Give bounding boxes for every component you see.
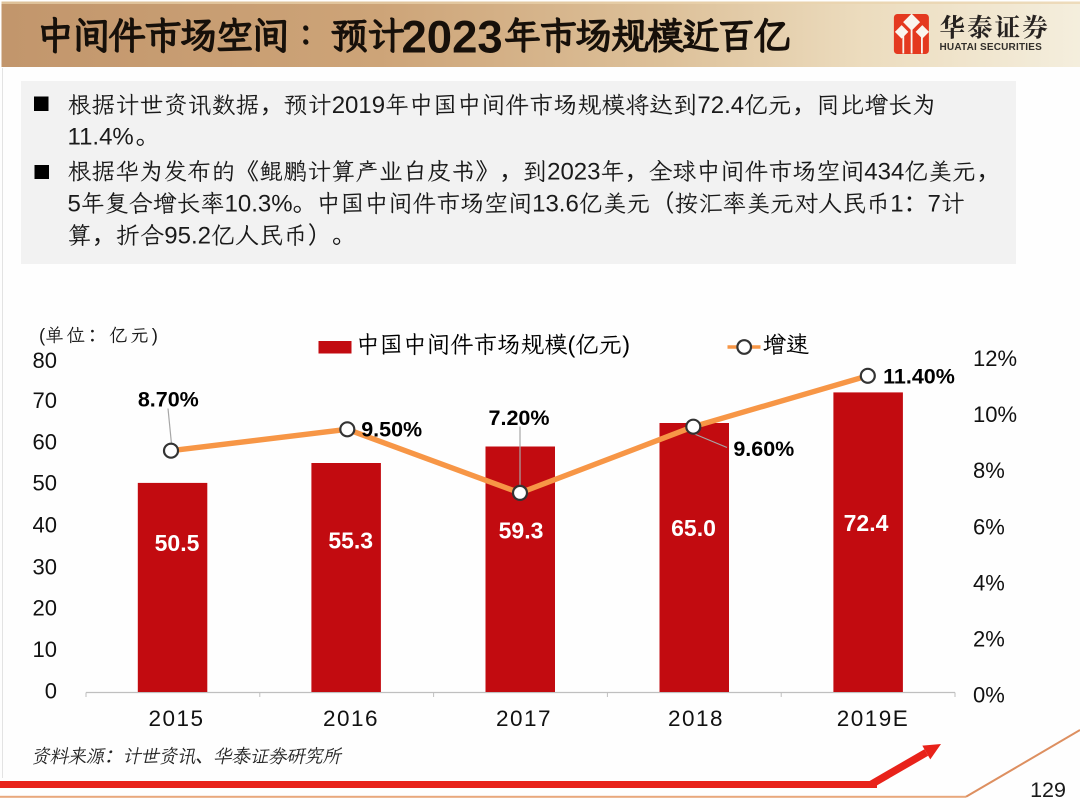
svg-text:129: 129 (1030, 778, 1066, 802)
svg-text:72.4: 72.4 (697, 92, 744, 119)
svg-text:HUATAI SECURITIES: HUATAI SECURITIES (940, 42, 1043, 53)
svg-text:20: 20 (33, 596, 57, 621)
svg-text:2023: 2023 (547, 159, 600, 186)
svg-text:2015: 2015 (148, 706, 204, 731)
svg-text:60: 60 (33, 429, 57, 454)
svg-text:70: 70 (33, 388, 57, 413)
svg-text:10%: 10% (973, 402, 1017, 427)
svg-text:8.70%: 8.70% (138, 388, 199, 412)
svg-text:2019E: 2019E (837, 706, 910, 731)
svg-text:6%: 6% (973, 514, 1005, 539)
svg-text:434: 434 (864, 159, 904, 186)
svg-text:80: 80 (33, 348, 57, 373)
svg-text:2018: 2018 (668, 706, 724, 731)
svg-text:(: ( (568, 332, 576, 358)
svg-text:(: ( (39, 325, 46, 346)
svg-text:11.4%: 11.4% (68, 124, 134, 151)
svg-text:72.4: 72.4 (844, 510, 889, 536)
svg-text:30: 30 (33, 554, 57, 579)
svg-text:59.3: 59.3 (499, 518, 544, 544)
svg-text:2023: 2023 (402, 12, 503, 63)
svg-text:55.3: 55.3 (328, 528, 373, 554)
svg-text:95.2: 95.2 (164, 223, 211, 250)
svg-text:9.50%: 9.50% (361, 418, 422, 442)
svg-text:7: 7 (928, 191, 941, 218)
svg-text:0: 0 (45, 679, 57, 704)
svg-text:50: 50 (33, 471, 57, 496)
svg-text:65.0: 65.0 (671, 515, 716, 541)
svg-text:8%: 8% (973, 458, 1005, 483)
svg-text:2%: 2% (973, 627, 1005, 652)
svg-text:): ) (152, 325, 158, 346)
svg-text:): ) (622, 332, 630, 358)
svg-text:0%: 0% (973, 683, 1005, 708)
svg-text:40: 40 (33, 513, 57, 538)
svg-text:7.20%: 7.20% (489, 406, 550, 430)
svg-text:10: 10 (33, 637, 57, 662)
svg-text:13.6: 13.6 (532, 191, 579, 218)
svg-text:12%: 12% (973, 346, 1017, 371)
svg-text:1: 1 (890, 191, 903, 218)
svg-text:4%: 4% (973, 570, 1005, 595)
svg-text:2019: 2019 (332, 92, 385, 119)
svg-text:50.5: 50.5 (155, 530, 200, 556)
svg-text:11.40%: 11.40% (883, 365, 955, 389)
svg-text:9.60%: 9.60% (733, 437, 794, 461)
svg-text:5: 5 (68, 191, 81, 218)
svg-text:2017: 2017 (496, 706, 552, 731)
svg-text:2016: 2016 (323, 706, 379, 731)
svg-text:10.3%: 10.3% (225, 191, 293, 218)
